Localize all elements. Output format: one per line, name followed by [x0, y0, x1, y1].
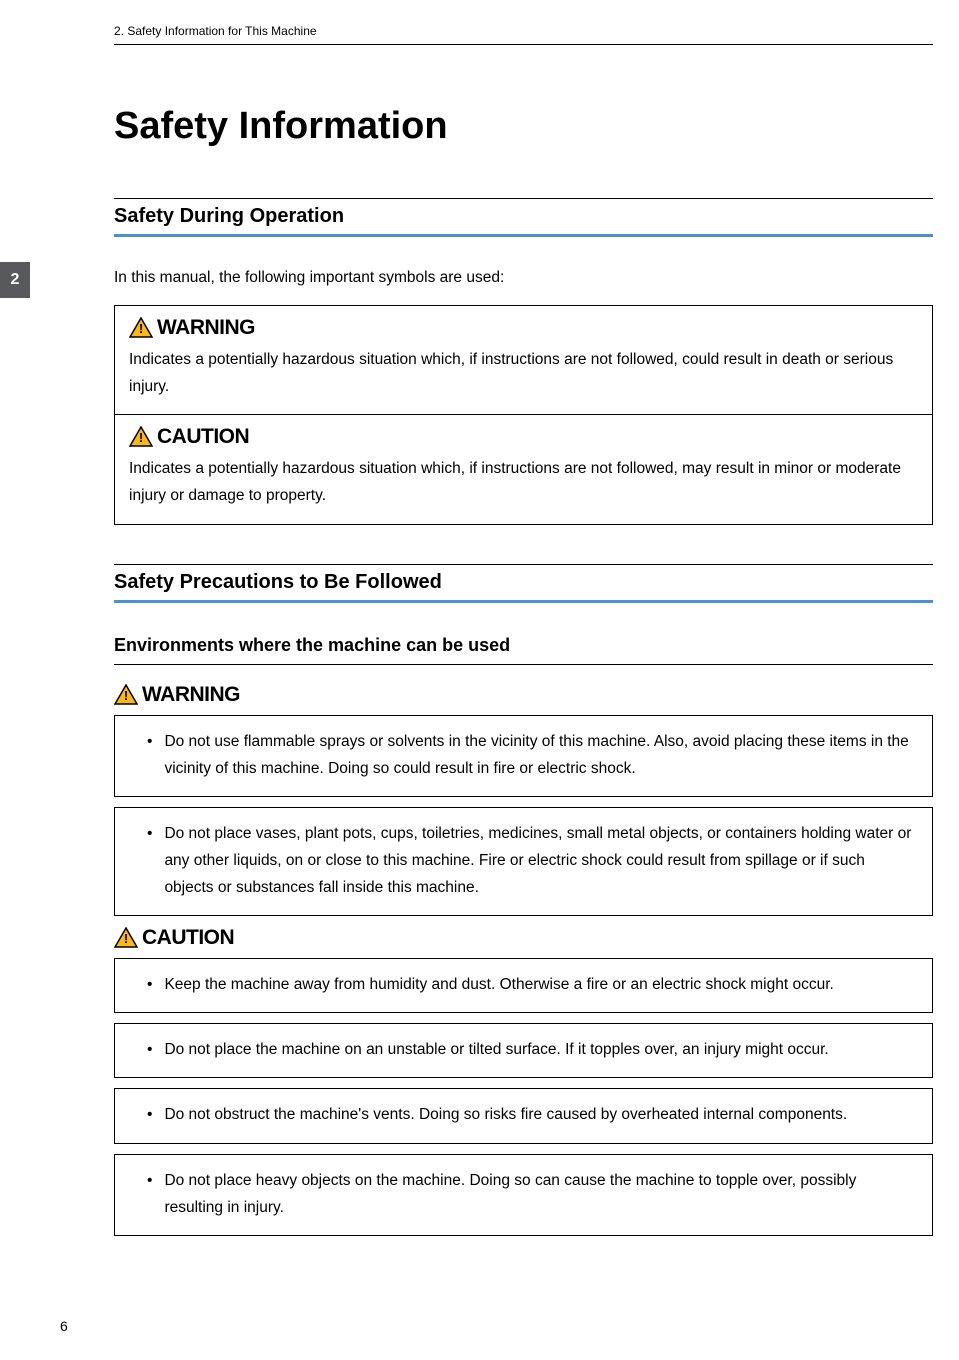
bullet-text: Do not obstruct the machine's vents. Doi…: [164, 1101, 847, 1128]
caution-triangle-icon: !: [114, 927, 138, 949]
svg-text:!: !: [124, 688, 128, 703]
caution-bullet-box: • Do not obstruct the machine's vents. D…: [114, 1088, 933, 1143]
bullet-item: • Do not place heavy objects on the mach…: [131, 1167, 916, 1221]
caution-triangle-icon: !: [129, 426, 153, 448]
subsection-heading-environments: Environments where the machine can be us…: [114, 635, 933, 665]
bullet-marker: •: [147, 1101, 152, 1128]
bullet-marker: •: [147, 1036, 152, 1063]
warning-definition-box: ! WARNING Indicates a potentially hazard…: [114, 305, 933, 415]
warning-label: WARNING: [157, 316, 255, 340]
warning-bullet-box: • Do not place vases, plant pots, cups, …: [114, 807, 933, 916]
caution-bullet-box: • Do not place the machine on an unstabl…: [114, 1023, 933, 1078]
warning-header: ! WARNING: [129, 316, 918, 340]
page-title: Safety Information: [114, 105, 933, 148]
warning-label-standalone: ! WARNING: [114, 683, 933, 707]
bullet-marker: •: [147, 728, 152, 782]
bullet-item: • Do not place the machine on an unstabl…: [131, 1036, 916, 1063]
warning-section-label: WARNING: [142, 683, 240, 707]
section-heading-operation: Safety During Operation: [114, 198, 933, 237]
warning-definition-text: Indicates a potentially hazardous situat…: [129, 346, 918, 400]
chapter-tab: 2: [0, 262, 30, 298]
bullet-item: • Do not place vases, plant pots, cups, …: [131, 820, 916, 901]
breadcrumb: 2. Safety Information for This Machine: [114, 24, 933, 45]
warning-triangle-icon: !: [129, 317, 153, 339]
svg-text:!: !: [139, 430, 143, 445]
caution-bullet-box: • Do not place heavy objects on the mach…: [114, 1154, 933, 1236]
caution-header: ! CAUTION: [129, 425, 918, 449]
bullet-text: Keep the machine away from humidity and …: [164, 971, 833, 998]
page-number: 6: [60, 1318, 68, 1334]
bullet-item: • Do not obstruct the machine's vents. D…: [131, 1101, 916, 1128]
bullet-marker: •: [147, 820, 152, 901]
bullet-text: Do not use flammable sprays or solvents …: [164, 728, 916, 782]
caution-section-label: CAUTION: [142, 926, 234, 950]
intro-text: In this manual, the following important …: [114, 269, 933, 287]
bullet-text: Do not place the machine on an unstable …: [164, 1036, 828, 1063]
caution-label: CAUTION: [157, 425, 249, 449]
caution-bullet-box: • Keep the machine away from humidity an…: [114, 958, 933, 1013]
warning-bullet-box: • Do not use flammable sprays or solvent…: [114, 715, 933, 797]
bullet-marker: •: [147, 1167, 152, 1221]
svg-text:!: !: [139, 321, 143, 336]
bullet-item: • Do not use flammable sprays or solvent…: [131, 728, 916, 782]
svg-text:!: !: [124, 931, 128, 946]
warning-triangle-icon: !: [114, 684, 138, 706]
caution-definition-text: Indicates a potentially hazardous situat…: [129, 455, 918, 509]
bullet-text: Do not place heavy objects on the machin…: [164, 1167, 916, 1221]
caution-label-standalone: ! CAUTION: [114, 926, 933, 950]
bullet-item: • Keep the machine away from humidity an…: [131, 971, 916, 998]
bullet-text: Do not place vases, plant pots, cups, to…: [164, 820, 916, 901]
bullet-marker: •: [147, 971, 152, 998]
section-heading-precautions: Safety Precautions to Be Followed: [114, 564, 933, 603]
caution-definition-box: ! CAUTION Indicates a potentially hazard…: [114, 414, 933, 524]
